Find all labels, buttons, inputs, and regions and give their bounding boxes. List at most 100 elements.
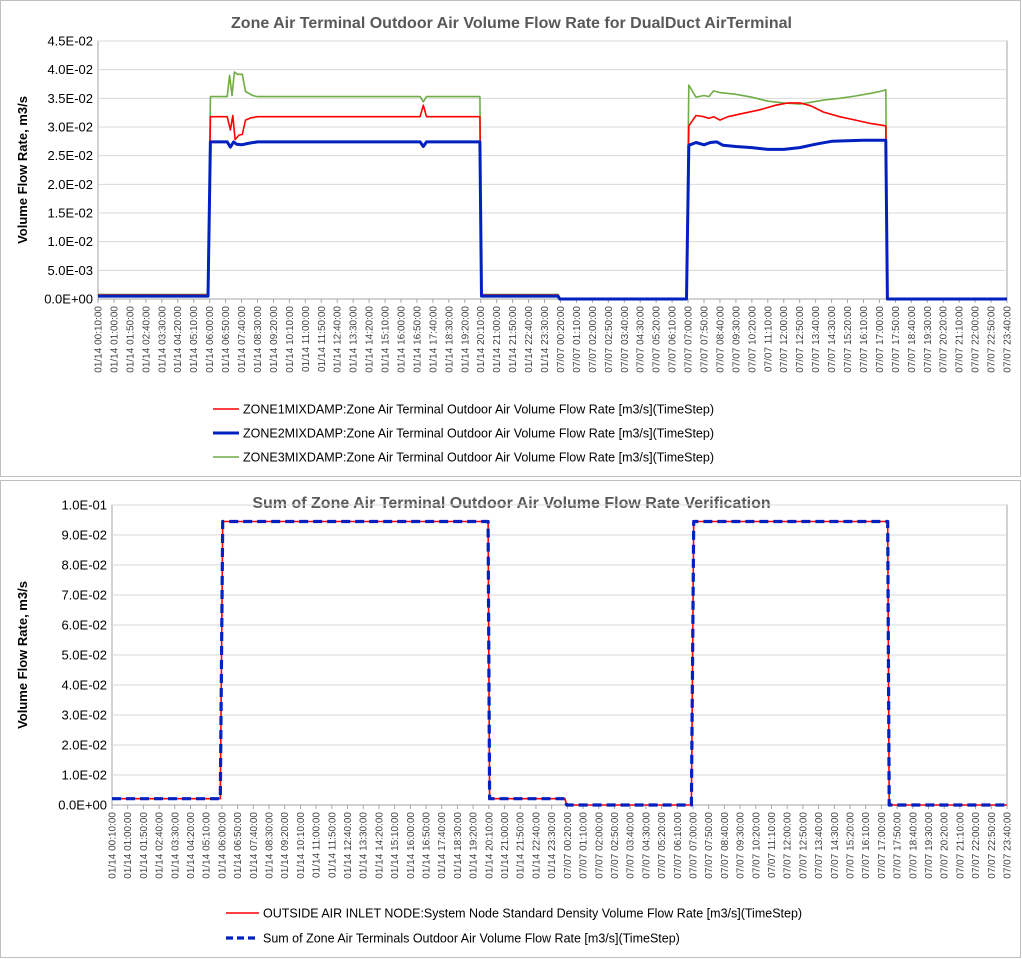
y-tick-label: 1.5E-02 — [47, 206, 93, 221]
x-tick-label: 07/07 23:40:00 — [1003, 306, 1014, 373]
x-tick-label: 07/07 10:20:00 — [751, 812, 762, 879]
x-tick-label: 01/14 02:40:00 — [141, 306, 152, 373]
x-tick-label: 01/14 05:10:00 — [189, 306, 200, 373]
chart-zone-terminals: Zone Air Terminal Outdoor Air Volume Flo… — [15, 15, 1014, 465]
x-tick-label: 01/14 13:30:00 — [349, 306, 360, 373]
chart-title: Zone Air Terminal Outdoor Air Volume Flo… — [231, 15, 792, 32]
x-tick-label: 07/07 17:00:00 — [875, 306, 886, 373]
x-tick-label: 01/14 11:50:00 — [327, 812, 338, 878]
y-tick-label: 3.0E-02 — [47, 120, 93, 135]
x-tick-label: 07/07 16:10:00 — [859, 306, 870, 373]
series-line-zone3 — [98, 71, 1007, 300]
x-tick-label: 01/14 22:40:00 — [531, 812, 542, 879]
y-tick-label: 5.0E-03 — [47, 263, 93, 278]
x-tick-label: 01/14 01:50:00 — [139, 812, 150, 879]
x-tick-label: 01/14 14:20:00 — [374, 812, 385, 879]
x-tick-label: 01/14 06:00:00 — [205, 306, 216, 373]
x-tick-label: 01/14 06:50:00 — [233, 812, 244, 879]
x-tick-label: 01/14 09:20:00 — [280, 812, 291, 879]
legend-entry-zone2: ZONE2MIXDAMP:Zone Air Terminal Outdoor A… — [243, 427, 714, 441]
x-tick-label: 07/07 07:00:00 — [688, 812, 699, 879]
y-axis-title: Volume Flow Rate, m3/s — [15, 581, 30, 729]
x-tick-label: 01/14 20:10:00 — [476, 306, 487, 373]
x-tick-label: 07/07 14:30:00 — [830, 812, 841, 879]
x-tick-label: 07/07 18:40:00 — [908, 812, 919, 879]
x-tick-label: 07/07 22:00:00 — [971, 812, 982, 879]
x-tick-label: 01/14 04:20:00 — [186, 812, 197, 879]
x-tick-label: 01/14 18:30:00 — [453, 812, 464, 879]
x-tick-label: 01/14 03:30:00 — [157, 306, 168, 373]
x-tick-label: 07/07 12:50:00 — [795, 306, 806, 373]
x-tick-label: 07/07 01:10:00 — [572, 306, 583, 373]
x-tick-label: 01/14 13:30:00 — [359, 812, 370, 879]
y-tick-label: 8.0E-02 — [61, 558, 107, 573]
y-tick-label: 1.0E-02 — [47, 234, 93, 249]
y-tick-label: 1.0E-01 — [61, 498, 107, 513]
chart-title: Sum of Zone Air Terminal Outdoor Air Vol… — [252, 495, 770, 512]
x-tick-label: 07/07 03:40:00 — [626, 812, 637, 879]
y-tick-label: 2.0E-02 — [47, 177, 93, 192]
legend-entry-outside: OUTSIDE AIR INLET NODE:System Node Stand… — [263, 907, 802, 921]
x-tick-label: 01/14 06:00:00 — [217, 812, 228, 879]
y-tick-label: 4.5E-02 — [47, 34, 93, 49]
x-tick-label: 07/07 20:20:00 — [939, 306, 950, 373]
x-tick-label: 07/07 21:10:00 — [955, 306, 966, 373]
x-tick-label: 01/14 01:50:00 — [125, 306, 136, 373]
x-tick-label: 01/14 01:00:00 — [109, 306, 120, 373]
x-tick-label: 07/07 09:30:00 — [731, 306, 742, 373]
x-tick-label: 07/07 17:00:00 — [877, 812, 888, 879]
x-tick-label: 01/14 02:40:00 — [155, 812, 166, 879]
x-tick-label: 01/14 23:30:00 — [540, 306, 551, 373]
x-tick-label: 01/14 14:20:00 — [365, 306, 376, 373]
x-tick-label: 07/07 06:10:00 — [673, 812, 684, 879]
x-tick-label: 01/14 08:30:00 — [265, 812, 276, 879]
y-tick-label: 3.5E-02 — [47, 91, 93, 106]
x-tick-label: 07/07 07:50:00 — [700, 306, 711, 373]
x-tick-label: 07/07 04:30:00 — [641, 812, 652, 879]
y-tick-label: 2.0E-02 — [61, 738, 107, 753]
x-tick-label: 07/07 00:20:00 — [563, 812, 574, 879]
x-tick-label: 07/07 12:00:00 — [779, 306, 790, 373]
y-tick-label: 6.0E-02 — [61, 618, 107, 633]
x-tick-label: 07/07 17:50:00 — [893, 812, 904, 879]
chart-panel-zone-terminals: Zone Air Terminal Outdoor Air Volume Flo… — [0, 0, 1021, 477]
x-tick-label: 01/14 04:20:00 — [173, 306, 184, 373]
x-tick-label: 01/14 12:40:00 — [333, 306, 344, 373]
x-tick-label: 07/07 02:00:00 — [588, 306, 599, 373]
x-tick-label: 01/14 19:20:00 — [469, 812, 480, 879]
y-axis-title: Volume Flow Rate, m3/s — [15, 96, 30, 244]
y-tick-label: 0.0E+00 — [44, 292, 93, 307]
x-tick-label: 01/14 16:00:00 — [406, 812, 417, 879]
x-tick-label: 01/14 15:10:00 — [390, 812, 401, 879]
x-tick-label: 07/07 13:40:00 — [814, 812, 825, 879]
x-tick-label: 01/14 20:10:00 — [484, 812, 495, 879]
x-tick-label: 07/07 08:40:00 — [715, 306, 726, 373]
y-tick-label: 0.0E+00 — [58, 798, 107, 813]
y-tick-label: 1.0E-02 — [61, 768, 107, 783]
chart-sum-verification: Sum of Zone Air Terminal Outdoor Air Vol… — [15, 495, 1014, 946]
x-tick-label: 01/14 06:50:00 — [221, 306, 232, 373]
x-tick-label: 07/07 02:00:00 — [594, 812, 605, 879]
x-tick-label: 07/07 08:40:00 — [720, 812, 731, 879]
x-tick-label: 07/07 11:10:00 — [763, 306, 774, 372]
y-tick-label: 3.0E-02 — [61, 708, 107, 723]
x-tick-label: 01/14 21:00:00 — [500, 812, 511, 879]
x-tick-label: 07/07 02:50:00 — [604, 306, 615, 373]
x-tick-label: 07/07 15:20:00 — [843, 306, 854, 373]
x-tick-label: 01/14 09:20:00 — [269, 306, 280, 373]
x-tick-label: 01/14 11:50:00 — [317, 306, 328, 372]
x-tick-label: 01/14 21:50:00 — [516, 812, 527, 879]
x-tick-label: 07/07 07:00:00 — [684, 306, 695, 373]
x-tick-label: 01/14 19:20:00 — [460, 306, 471, 373]
chart-panel-sum-verification: Sum of Zone Air Terminal Outdoor Air Vol… — [0, 480, 1021, 958]
legend-entry-zone3: ZONE3MIXDAMP:Zone Air Terminal Outdoor A… — [243, 451, 714, 465]
series-line-zone2 — [98, 138, 1007, 301]
series-line-sum — [112, 519, 1007, 807]
x-tick-label: 07/07 12:00:00 — [783, 812, 794, 879]
x-tick-label: 01/14 08:30:00 — [253, 306, 264, 373]
x-tick-label: 07/07 15:20:00 — [845, 812, 856, 879]
x-tick-label: 07/07 09:30:00 — [736, 812, 747, 879]
x-tick-label: 01/14 05:10:00 — [202, 812, 213, 879]
y-tick-label: 4.0E-02 — [61, 678, 107, 693]
x-tick-label: 07/07 16:10:00 — [861, 812, 872, 879]
